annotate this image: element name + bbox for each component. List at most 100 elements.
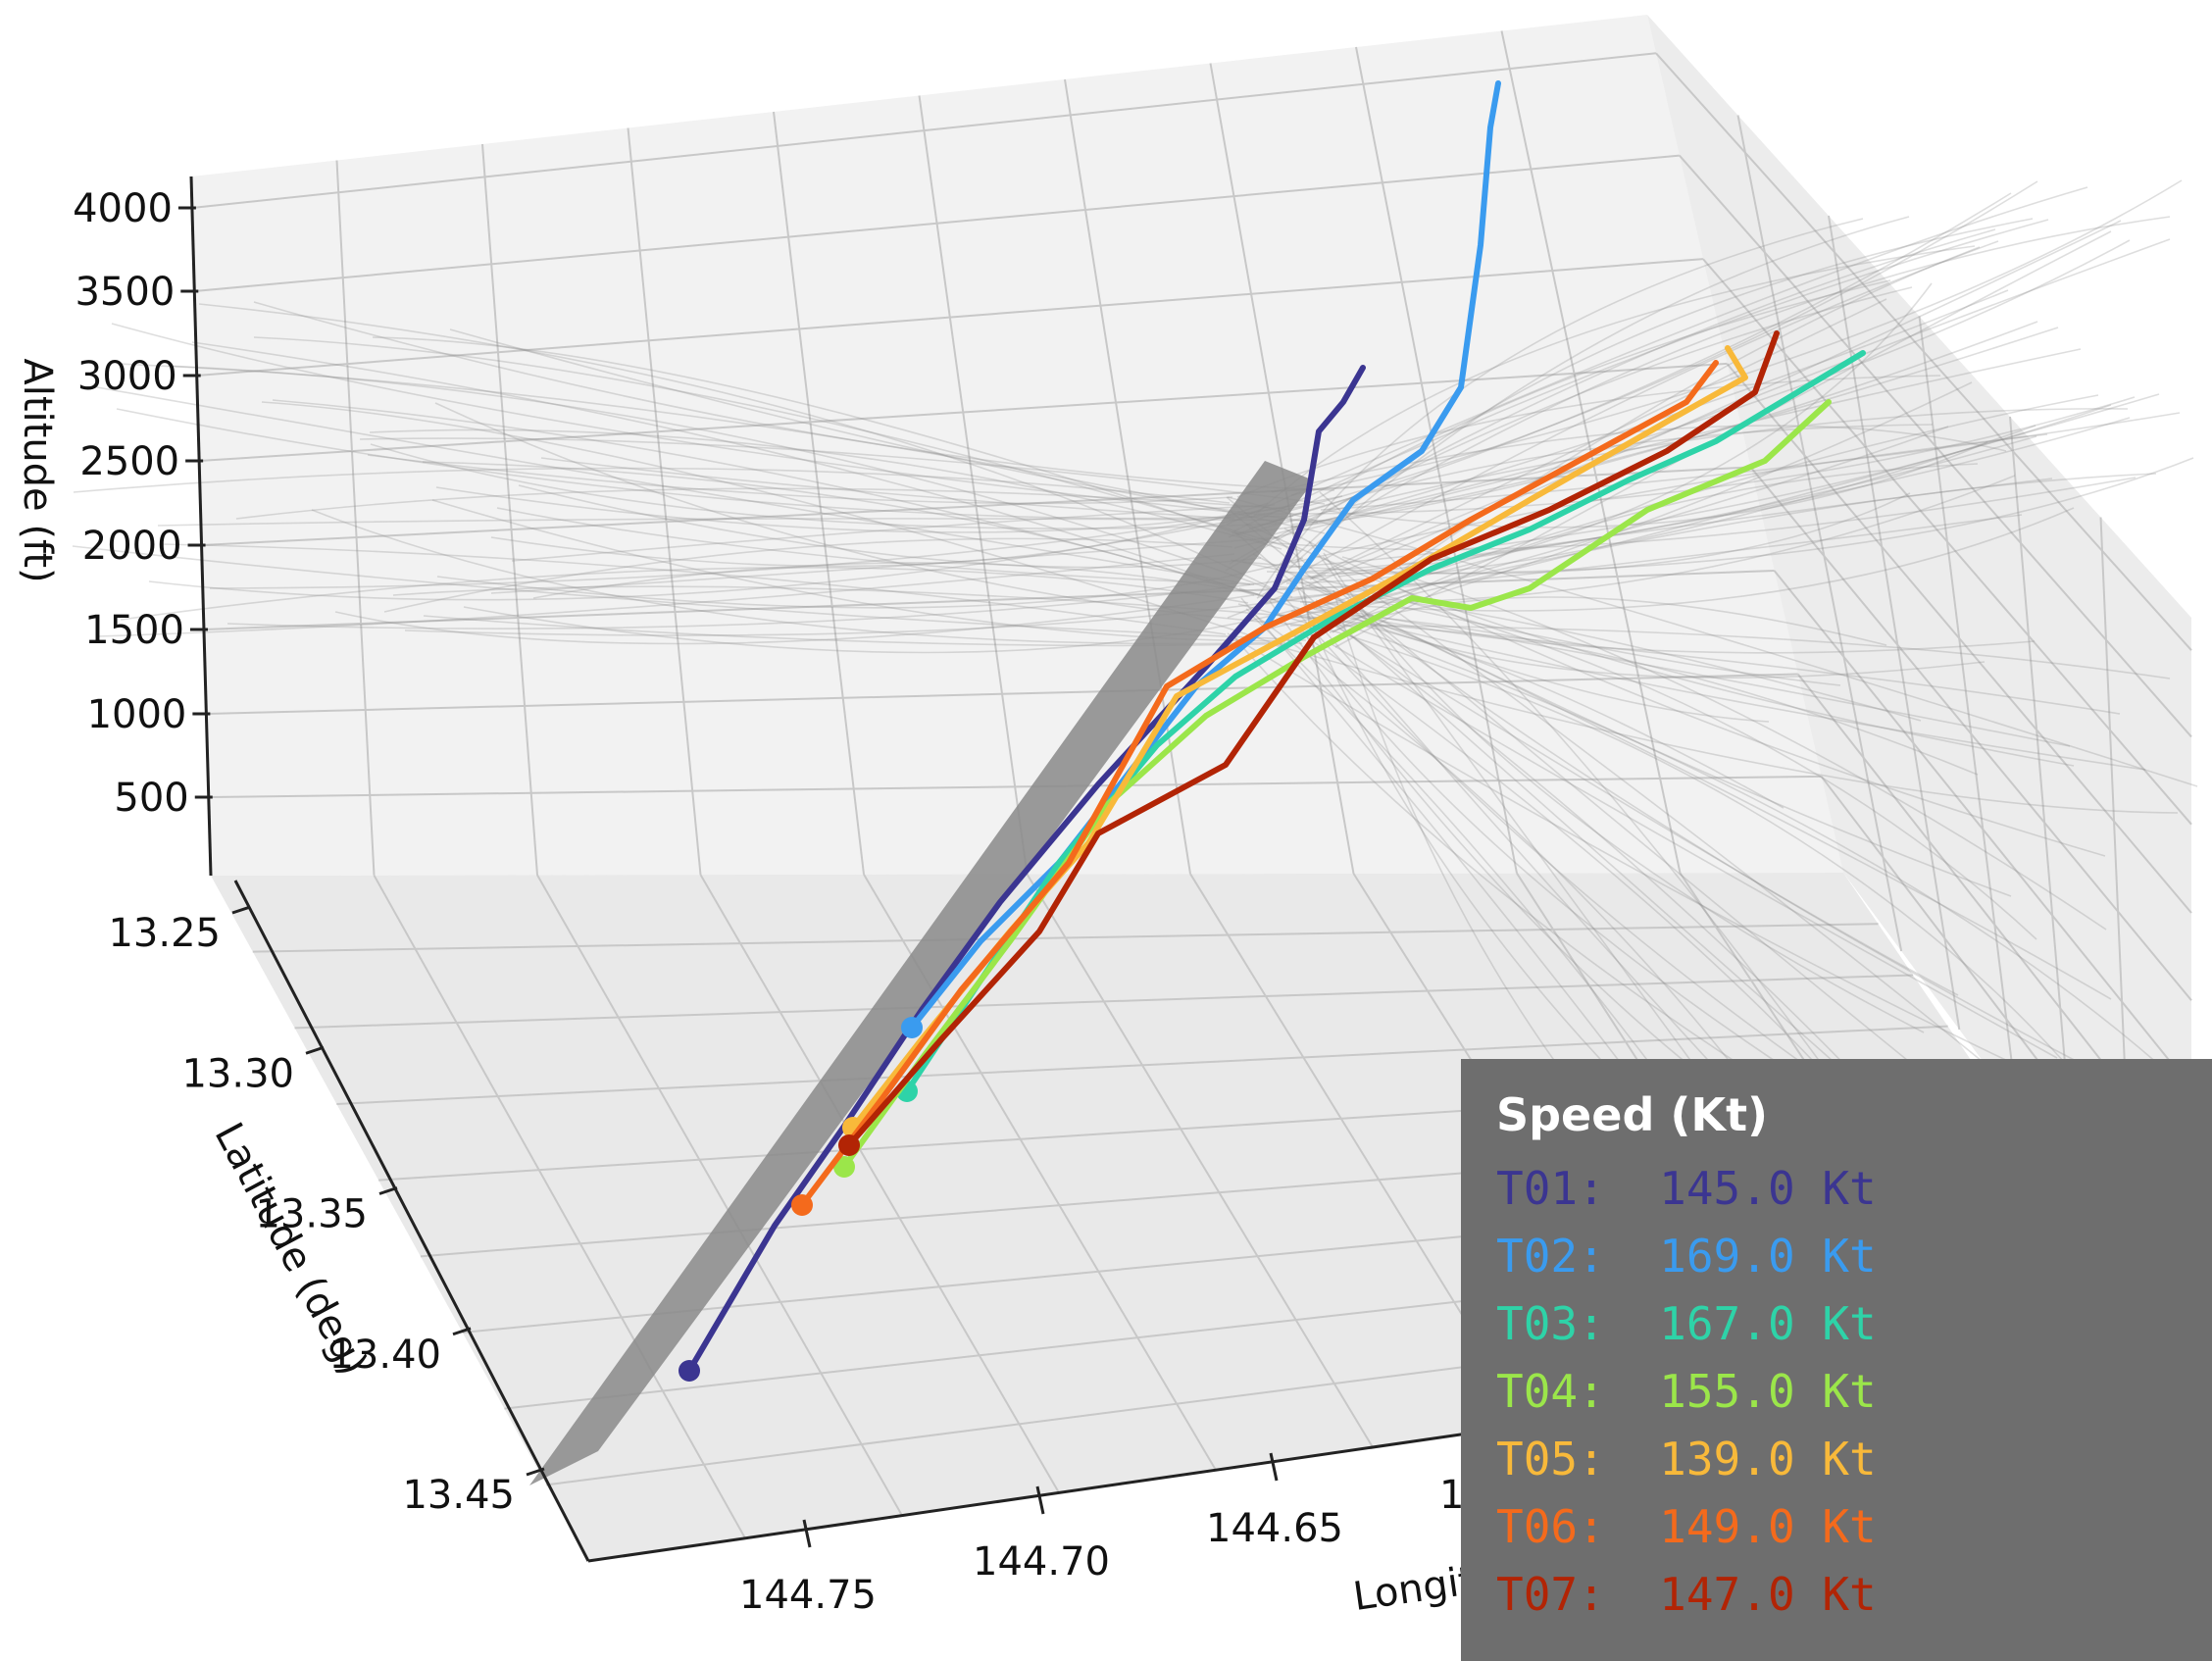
background-track <box>1299 627 1854 1113</box>
track-start-marker-t07 <box>838 1134 860 1156</box>
altitude-tick-label: 3500 <box>75 270 175 315</box>
latitude-axis-line <box>233 880 590 1562</box>
background-track <box>435 486 1289 533</box>
grid-line <box>773 111 865 875</box>
background-track <box>1252 553 2012 897</box>
legend-entry-name: T07: <box>1496 1568 1605 1621</box>
background-track <box>1292 473 2157 619</box>
background-track <box>511 504 1276 562</box>
background-track <box>1323 552 1925 1033</box>
track-start-marker-t01 <box>679 1360 700 1382</box>
grid-line <box>194 154 1680 292</box>
altitude-axis-title: Altitude (ft) <box>15 358 60 582</box>
legend-entry: T02: 169.0 Kt <box>1496 1223 2212 1290</box>
background-track <box>1227 220 2122 619</box>
background-track <box>253 301 1335 491</box>
grid-line <box>206 673 1798 715</box>
latitude-tick-label: 13.25 <box>108 911 221 956</box>
background-track <box>370 443 1278 529</box>
legend-entry: T01: 145.0 Kt <box>1496 1155 2212 1223</box>
speed-legend: Speed (Kt) T01: 145.0 Kt T02: 169.0 Kt T03… <box>1461 1059 2212 1661</box>
grid-line <box>203 569 1775 630</box>
background-track <box>1290 610 1979 776</box>
latitude-ticks: 13.25 13.30 13.35 13.40 13.45 <box>108 905 545 1518</box>
background-track <box>1319 491 1856 1111</box>
track-line-t04 <box>841 399 1832 1170</box>
legend-entry: T05: 139.0 Kt <box>1496 1426 2212 1493</box>
background-track <box>157 518 1337 527</box>
background-track <box>167 365 1293 598</box>
background-track <box>1257 218 1864 597</box>
background-track <box>372 336 1269 545</box>
background-track <box>1291 327 2059 526</box>
background-track <box>1266 477 2137 551</box>
latitude-tick-label: 13.30 <box>181 1051 294 1096</box>
background-track <box>1233 348 2082 549</box>
altitude-tick-label: 1500 <box>84 608 184 653</box>
longitude-tick-label: 144.70 <box>973 1539 1110 1585</box>
background-track <box>1296 579 2112 1000</box>
background-track <box>235 487 1287 520</box>
background-track <box>369 428 1282 550</box>
latitude-tick-label: 13.45 <box>402 1473 515 1518</box>
background-track <box>449 328 1319 524</box>
background-track <box>359 437 1326 505</box>
longitude-tick-mark <box>802 1519 812 1548</box>
grid-lines <box>191 30 2192 1539</box>
background-track <box>73 467 1231 504</box>
grid-line <box>1064 78 1191 875</box>
background-track <box>383 537 1233 613</box>
grid-line <box>208 775 1822 798</box>
background-track <box>1273 614 2121 715</box>
longitude-tick-mark <box>1269 1452 1279 1482</box>
longitude-tick-label: 144.65 <box>1206 1506 1343 1551</box>
background-track <box>1329 216 2171 528</box>
background-track <box>532 562 1259 599</box>
grid-line <box>1355 46 1518 874</box>
legend-entry-value: 155.0 Kt <box>1659 1365 1877 1418</box>
grid-line <box>191 52 1657 209</box>
grid-line <box>536 874 903 1517</box>
latitude-tick-label: 13.40 <box>328 1333 441 1378</box>
background-track <box>540 457 1235 520</box>
latitude-tick-mark <box>378 1186 398 1195</box>
background-track <box>490 536 1281 594</box>
background-track <box>118 363 1326 534</box>
legend-entry: T06: 149.0 Kt <box>1496 1493 2212 1561</box>
altitude-axis-line <box>189 176 213 877</box>
background-track <box>1267 642 2179 814</box>
background-track <box>253 336 1302 552</box>
grid-line <box>335 160 376 876</box>
background-track <box>1311 298 1887 579</box>
background-track <box>96 386 1251 585</box>
legend-title: Speed (Kt) <box>1496 1088 1769 1141</box>
background-track <box>161 543 1227 635</box>
longitude-tick-label: 144.75 <box>739 1573 877 1618</box>
grid-line <box>373 875 746 1539</box>
background-track <box>1337 417 2131 578</box>
background-track <box>1231 219 2049 533</box>
background-track <box>334 593 1261 645</box>
left-pane <box>191 15 1843 876</box>
legend-entry-name: T04: <box>1496 1365 1605 1418</box>
grid-line <box>1026 873 1374 1448</box>
legend-entry-name: T01: <box>1496 1162 1605 1215</box>
departure-corridor-band <box>529 461 1314 1485</box>
grid-line <box>1736 115 1903 952</box>
background-track <box>1341 556 2107 931</box>
longitude-tick-mark <box>1035 1485 1045 1515</box>
latitude-tick-mark <box>305 1045 325 1055</box>
background-track <box>1320 412 2181 511</box>
legend-entry-name: T06: <box>1496 1500 1605 1553</box>
background-track <box>1229 286 1913 565</box>
background-track <box>1304 603 2071 747</box>
grid-line <box>481 143 538 876</box>
grid-line <box>699 874 1060 1493</box>
background-track <box>1241 492 1911 575</box>
background-track <box>1329 622 1959 996</box>
background-track <box>1328 441 1988 528</box>
legend-entry-name: T02: <box>1496 1230 1605 1283</box>
background-track <box>1329 596 1887 646</box>
latitude-tick-mark <box>526 1467 545 1477</box>
background-track <box>1315 607 2036 654</box>
